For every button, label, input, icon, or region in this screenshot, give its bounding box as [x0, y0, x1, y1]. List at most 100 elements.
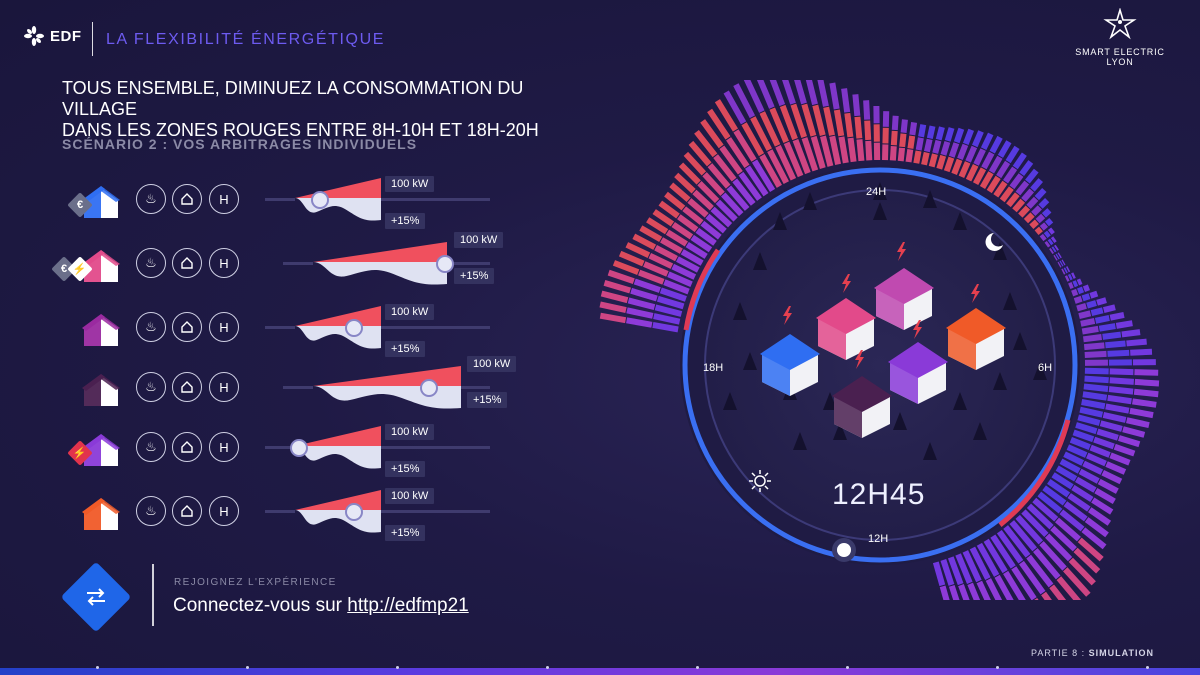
- consumption-ring-bar: [1061, 259, 1066, 266]
- consumption-ring-bar: [700, 119, 724, 149]
- cta-message: Connectez-vous sur http://edfmp21: [173, 595, 469, 617]
- consumption-ring-bar: [1071, 272, 1076, 279]
- consumption-ring-bar: [1105, 403, 1130, 414]
- consumption-ring-bar: [980, 132, 994, 151]
- consumption-ring-bar: [1021, 188, 1035, 202]
- consumption-ring-bar: [841, 88, 851, 113]
- consumption-ring-bar: [726, 185, 750, 211]
- consumption-ring-bar: [669, 182, 691, 203]
- consumption-ring-bar: [1003, 525, 1031, 558]
- h-toggle[interactable]: H: [209, 312, 239, 342]
- consumption-ring-bar: [627, 297, 656, 311]
- consumption-ring-bar: [680, 249, 704, 266]
- percent-label: +15%: [454, 268, 495, 284]
- consumption-ring-bar: [1055, 517, 1081, 542]
- heating-toggle[interactable]: ♨: [136, 432, 166, 462]
- cta-link[interactable]: http://edfmp21: [347, 595, 469, 616]
- home-toggle[interactable]: [172, 432, 202, 462]
- household-row: 6 ♨ H 100 kW +15%: [0, 488, 560, 552]
- consumption-ring-bar: [972, 167, 987, 186]
- consumption-ring-bar: [1009, 173, 1024, 190]
- consumption-ring-bar: [1015, 180, 1030, 196]
- badge-symbol: ⚡: [73, 263, 87, 276]
- consumption-curve: [295, 490, 381, 533]
- tree: [753, 252, 767, 270]
- tree: [1003, 292, 1017, 310]
- consumption-ring-bar: [958, 161, 971, 179]
- h-toggle[interactable]: H: [209, 184, 239, 214]
- house-icon: [82, 374, 120, 406]
- consumption-ring-bar: [997, 140, 1012, 158]
- consumption-ring-bar: [1063, 267, 1068, 274]
- consumption-ring-bar: [1011, 566, 1037, 601]
- tree: [873, 202, 887, 220]
- heating-toggle[interactable]: ♨: [136, 312, 166, 342]
- star-person-icon: [1103, 7, 1137, 40]
- consumption-slider-handle[interactable]: [420, 379, 439, 397]
- consumption-ring-bar: [944, 127, 955, 142]
- consumption-ring-bar: [1087, 507, 1112, 526]
- consumption-ring-bar: [812, 104, 826, 136]
- consumption-ring-bar: [1078, 310, 1092, 320]
- consumption-slider-handle[interactable]: [290, 439, 309, 457]
- consumption-ring-bar: [1061, 268, 1066, 275]
- consumption-ring-bar: [632, 233, 657, 250]
- h-toggle[interactable]: H: [209, 496, 239, 526]
- tree: [743, 352, 757, 370]
- section-name: SIMULATION: [1088, 648, 1154, 658]
- heating-toggle[interactable]: ♨: [136, 372, 166, 402]
- consumption-ring-bar: [1090, 307, 1104, 316]
- consumption-ring-bar: [697, 181, 720, 204]
- consumption-ring-bar: [1099, 420, 1123, 432]
- consumption-slider-handle[interactable]: [311, 191, 330, 209]
- consumption-ring-bar: [719, 145, 743, 175]
- consumption-ring-bar: [1044, 533, 1073, 562]
- consumption-ring-bar: [638, 269, 665, 285]
- consumption-ring-bar: [750, 116, 773, 152]
- tree: [993, 372, 1007, 390]
- consumption-slider-handle[interactable]: [436, 255, 455, 273]
- time-slider-handle[interactable]: [837, 543, 851, 557]
- home-icon: [181, 321, 193, 333]
- home-toggle[interactable]: [172, 496, 202, 526]
- home-toggle[interactable]: [172, 372, 202, 402]
- household-row: 1 € ♨ H 100 kW +15%: [0, 176, 560, 240]
- consumption-ring-bar: [1067, 493, 1091, 512]
- h-toggle[interactable]: H: [209, 372, 239, 402]
- heating-toggle[interactable]: ♨: [136, 184, 166, 214]
- slider-track-right: [381, 198, 490, 201]
- consumption-ring-bar: [1044, 217, 1054, 227]
- home-toggle[interactable]: [172, 248, 202, 278]
- consumption-slider-handle[interactable]: [345, 319, 364, 337]
- consumption-ring-bar: [714, 99, 739, 132]
- consumption-ring-bar: [1063, 501, 1088, 522]
- h-toggle[interactable]: H: [209, 432, 239, 462]
- consumption-ring-chart: [599, 70, 1160, 644]
- slider-track-left: [265, 446, 295, 449]
- consumption-ring-bar: [1071, 288, 1079, 297]
- heating-toggle[interactable]: ♨: [136, 248, 166, 278]
- heating-toggle[interactable]: ♨: [136, 496, 166, 526]
- consumption-ring-bar: [829, 82, 840, 110]
- consumption-ring-bar: [948, 584, 963, 612]
- household-row: 4 ♨ H 100 kW +15%: [0, 356, 560, 428]
- consumption-ring-bar: [1051, 472, 1074, 490]
- connect-button[interactable]: [60, 561, 132, 633]
- consumption-ring-bar: [1026, 554, 1054, 588]
- consumption-ring-bar: [654, 304, 683, 317]
- logo-text: EDF: [50, 27, 82, 45]
- consumption-slider-handle[interactable]: [345, 503, 364, 521]
- house-number: 3: [102, 330, 108, 345]
- home-toggle[interactable]: [172, 312, 202, 342]
- consumption-ring-bar: [1063, 451, 1085, 466]
- edf-flower-icon: [24, 26, 44, 46]
- section-number: PARTIE 8 :: [1030, 648, 1089, 658]
- home-toggle[interactable]: [172, 184, 202, 214]
- consumption-ring-bar: [1033, 548, 1061, 580]
- lightning-icon: [913, 320, 922, 339]
- h-toggle[interactable]: H: [209, 248, 239, 278]
- consumption-ring-bar: [695, 227, 717, 246]
- sun-icon: [749, 470, 771, 492]
- consumption-ring-bar: [677, 214, 699, 233]
- house-number: 5: [102, 450, 108, 465]
